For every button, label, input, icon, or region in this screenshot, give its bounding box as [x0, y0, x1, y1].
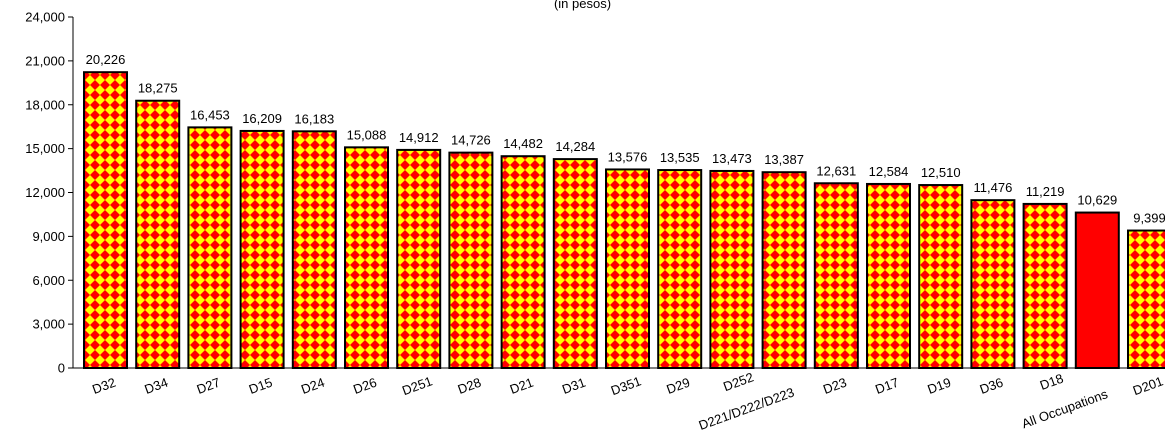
- x-tick-label: D351: [609, 373, 643, 398]
- x-tick-label: D36: [978, 375, 1006, 397]
- data-label: 18,275: [138, 81, 178, 96]
- bar: [657, 169, 703, 369]
- y-tick-label: 15,000: [25, 141, 65, 156]
- bar: [761, 171, 807, 369]
- x-tick-label: D32: [90, 375, 118, 397]
- bar: [239, 129, 285, 369]
- x-tick-label: D31: [560, 375, 588, 397]
- bar: [448, 151, 494, 369]
- data-label: 13,473: [712, 151, 752, 166]
- y-tick-label: 21,000: [25, 53, 65, 68]
- bar: [1074, 211, 1120, 369]
- x-tick-label: D21: [508, 375, 536, 397]
- data-label: 20,226: [86, 52, 126, 67]
- data-labels: 20,226 18,275 16,453 16,209 16,183 15,088 14,9…: [86, 52, 1165, 225]
- data-label: 15,088: [347, 127, 387, 142]
- x-tick-label: D27: [195, 375, 223, 397]
- x-tick-label: D201: [1131, 373, 1165, 398]
- x-tick-label: D251: [400, 373, 434, 398]
- data-label: 13,535: [660, 150, 700, 165]
- y-tick-label: 3,000: [32, 317, 65, 332]
- data-label: 14,284: [555, 139, 595, 154]
- bar: [605, 168, 650, 369]
- bar: [396, 148, 442, 369]
- x-tick-label: D24: [299, 375, 327, 397]
- data-label: 13,387: [764, 152, 804, 167]
- data-label: 16,183: [294, 111, 334, 126]
- chart-subtitle: (in pesos): [553, 0, 612, 11]
- y-tick-label: 0: [58, 361, 65, 376]
- bar: [291, 130, 337, 369]
- bar: [709, 169, 755, 369]
- data-label: 14,482: [503, 136, 543, 151]
- bar: [552, 158, 598, 369]
- data-label: 11,219: [1026, 184, 1065, 199]
- x-tick-label: All Occupations: [1020, 386, 1110, 431]
- x-tick-label: D29: [664, 375, 692, 397]
- y-tick-label: 9,000: [32, 229, 65, 244]
- bar: [187, 126, 233, 369]
- bar: [1127, 229, 1165, 369]
- bar: [500, 155, 546, 369]
- data-label: 12,510: [921, 165, 961, 180]
- y-tick-label: 12,000: [25, 185, 65, 200]
- x-tick-label: D26: [351, 375, 379, 397]
- data-label: 11,476: [974, 180, 1013, 195]
- y-tick-label: 18,000: [25, 97, 65, 112]
- y-tick-label: 6,000: [32, 273, 65, 288]
- data-label: 13,576: [608, 149, 648, 164]
- bar: [83, 71, 128, 369]
- data-label: 14,726: [451, 133, 491, 148]
- x-tick-label: D221/D222/D223: [697, 385, 797, 433]
- data-label: 12,584: [869, 164, 909, 179]
- data-label: 12,631: [816, 163, 856, 178]
- bar: [918, 184, 964, 369]
- x-tick-label: D17: [873, 375, 901, 397]
- x-tick-label: D28: [456, 375, 484, 397]
- bar: [866, 182, 911, 369]
- x-tick-label: D23: [821, 375, 849, 397]
- bars: [83, 71, 1165, 370]
- x-tick-label: D34: [142, 375, 170, 397]
- data-label: 16,209: [242, 111, 282, 126]
- y-tick-label: 24,000: [25, 10, 65, 25]
- x-tick-labels: D32 D34 D27 D15 D24 D26 D251 D28 D21 D31 D351 D29 D2…: [90, 369, 1165, 433]
- bar: [135, 99, 181, 370]
- data-label: 16,453: [190, 107, 230, 122]
- bar: [1022, 202, 1068, 369]
- x-tick-label: D19: [925, 375, 953, 397]
- data-label: 9,399: [1133, 211, 1165, 226]
- bar: [970, 199, 1016, 369]
- x-tick-label: D15: [247, 375, 275, 397]
- x-tick-label: D252: [721, 369, 755, 394]
- bar: [813, 182, 859, 369]
- data-label: 10,629: [1077, 193, 1117, 208]
- bar: [344, 146, 389, 369]
- data-label: 14,912: [399, 130, 439, 145]
- x-tick-label: D18: [1038, 371, 1066, 393]
